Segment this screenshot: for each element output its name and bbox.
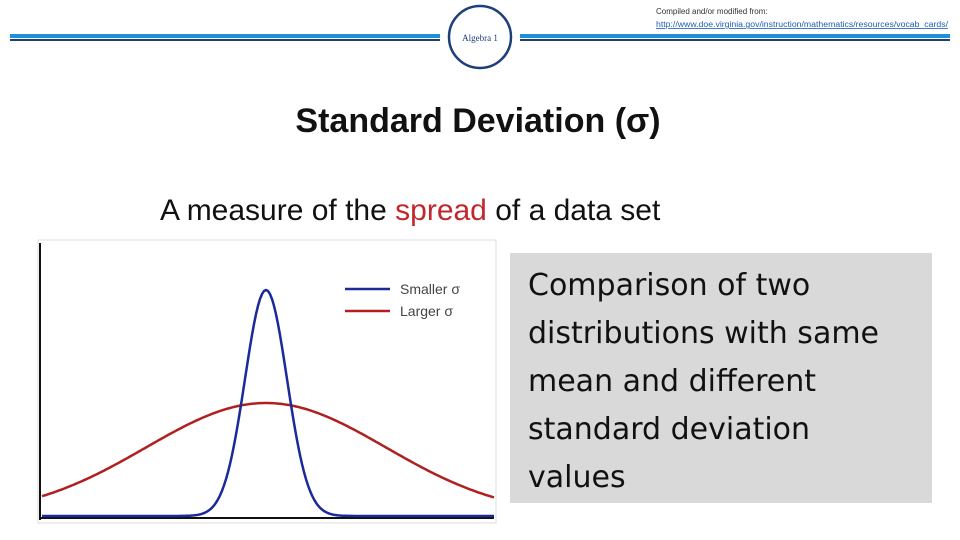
note-box [510, 253, 932, 503]
source-url[interactable]: http://www.doe.virginia.gov/instruction/… [656, 20, 949, 29]
badge-label: Algebra 1 [462, 33, 498, 43]
legend-label: Smaller σ [400, 281, 460, 297]
curve-smaller [42, 288, 494, 518]
note-line: distributions with same [528, 316, 879, 351]
legend-label: Larger σ [400, 303, 453, 319]
note: Comparison of two distributions with sam… [528, 268, 889, 495]
subtitle: A measure of the spread of a data set [160, 194, 661, 227]
curve-larger [41, 401, 495, 499]
source-label: Compiled and/or modified from: [656, 7, 768, 16]
slide-title: Standard Deviation (σ) [295, 102, 660, 140]
subtitle-text: of a data set [487, 194, 661, 227]
subtitle-text: A measure of the [160, 194, 395, 227]
note-line: Comparison of two [528, 268, 810, 303]
note-line: values [528, 460, 626, 495]
note-line: standard deviation [528, 412, 810, 447]
subtitle-highlight: spread [395, 194, 487, 227]
badge [447, 4, 513, 70]
note-line: mean and different [528, 364, 816, 399]
figure: Smaller σ Larger σ [37, 239, 497, 524]
figure-frame [37, 239, 497, 524]
